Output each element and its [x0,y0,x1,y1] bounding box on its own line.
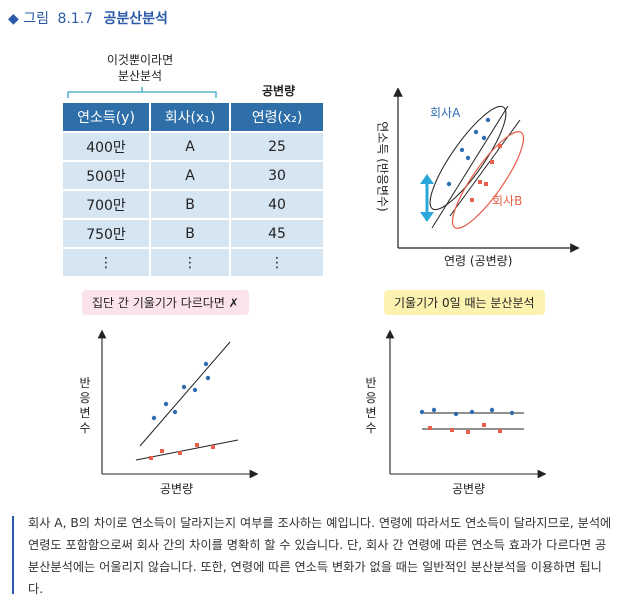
cell: 500만 [63,160,151,190]
table-row: ⋮ ⋮ ⋮ [63,247,323,276]
cell: A [150,160,231,190]
regression-line-a [431,105,509,229]
header-company: 회사(x₁) [150,103,231,132]
point-a [485,117,491,123]
top-xlabel: 연령 (공변량) [444,254,513,268]
point-a [446,181,452,187]
point-a [481,135,487,141]
point-b [484,182,488,186]
cell: B [150,218,231,248]
cell: 45 [230,218,323,248]
cell: 400만 [63,131,151,161]
company-diagram [393,88,580,253]
label-company-b: 회사B [492,194,523,208]
top-ylabel: 연소득 (반응변수) [375,121,390,212]
anova-note-line2: 분산분석 [117,69,163,83]
point-a [473,129,479,135]
table-row: 500만 A 30 [63,160,323,190]
table-row: 700만 B 40 [63,189,323,219]
data-table: 연소득(y) 회사(x₁) 연령(x₂) 400만 A 25 500만 A 30… [63,103,323,276]
anova-note: 이것뿐이라면 분산분석 [86,52,194,84]
left-ylabel: 반응변수 [79,376,91,435]
right-xlabel: 공변량 [452,482,486,496]
figure-title: ◆ 그림 8.1.7 공분산분석 [8,8,168,28]
header-age: 연령(x₂) [230,103,323,132]
table-row: 750만 B 45 [63,218,323,248]
header-income: 연소득(y) [63,103,151,132]
different-slopes-pill: 집단 간 기울기가 다르다면 ✗ [82,290,249,315]
zero-slope-pill: 기울기가 0일 때는 분산분석 [384,290,545,315]
figure-prefix: 그림 [23,11,49,27]
diamond-icon: ◆ [8,11,19,27]
cell: 40 [230,189,323,219]
figure-number: 8.1.7 [57,11,94,27]
point-b [478,180,482,184]
zero-slope-chart [386,330,546,478]
anova-note-line1: 이것뿐이라면 [106,53,174,67]
quote-bar [12,516,14,594]
cell: ⋮ [150,247,231,276]
point-b [490,160,494,164]
covariate-label: 공변량 [262,84,296,98]
label-company-a: 회사A [430,106,461,120]
table-row: 400만 A 25 [63,131,323,161]
cell: A [150,131,231,161]
figure-name: 공분산분석 [103,11,168,27]
cell: ⋮ [63,247,151,276]
point-b [498,144,502,148]
group-ellipse-a [429,105,507,211]
bracket-icon [67,87,217,98]
point-b [470,198,474,202]
difference-arrow-icon [420,174,434,222]
cell: B [150,189,231,219]
point-a [465,155,471,161]
cell: 750만 [63,218,151,248]
group-ellipse-b [451,131,525,229]
right-ylabel: 반응변수 [365,376,377,435]
body-paragraph: 회사 A, B의 차이로 연소득이 달라지는지 여부를 조사하는 예입니다. 연… [28,516,612,596]
cell: 700만 [63,189,151,219]
cell: 30 [230,160,323,190]
left-xlabel: 공변량 [160,482,194,496]
point-a [459,147,465,153]
cell: ⋮ [230,247,323,276]
different-slopes-chart [98,330,258,478]
cell: 25 [230,131,323,161]
